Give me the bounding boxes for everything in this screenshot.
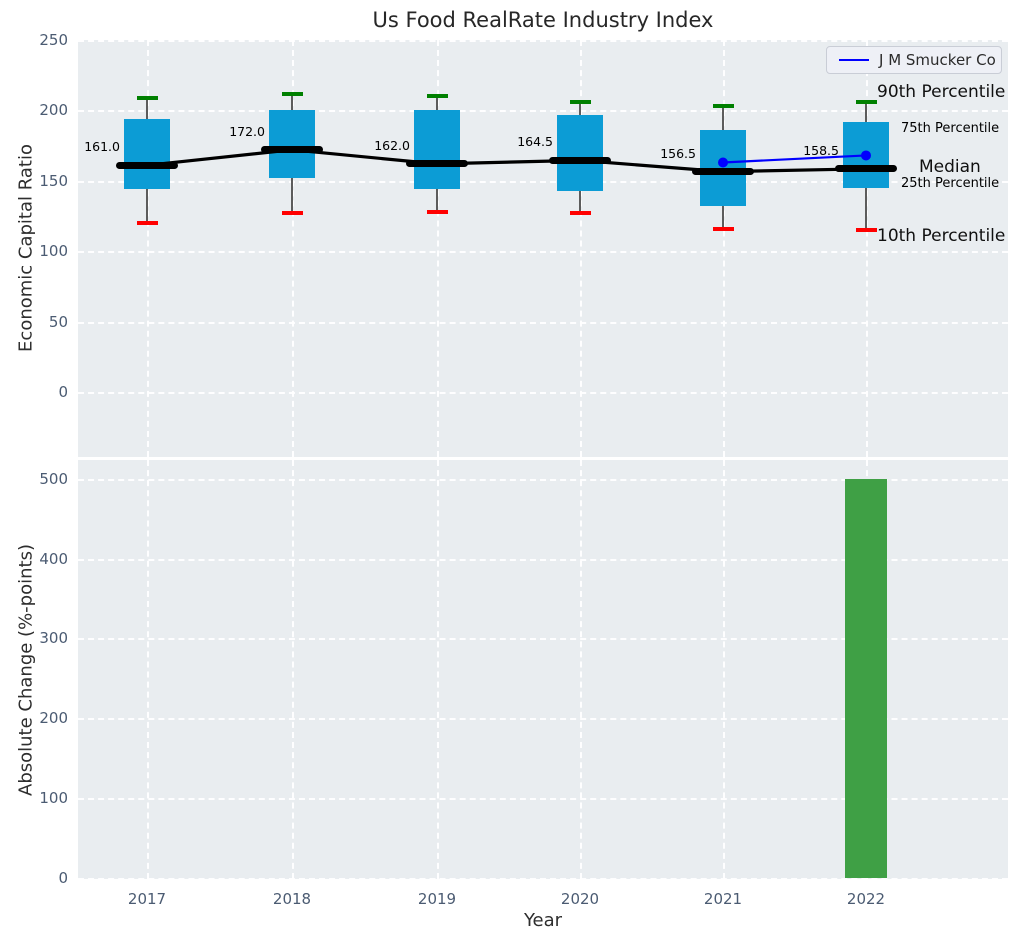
x-tick-label: 2017 bbox=[127, 890, 167, 908]
y-tick-label: 100 bbox=[39, 242, 68, 261]
gridline-vertical bbox=[723, 460, 725, 879]
gridline-horizontal bbox=[78, 878, 1008, 879]
y-tick-label: 400 bbox=[39, 549, 68, 568]
gridline-vertical bbox=[580, 460, 582, 879]
x-tick-label: 2021 bbox=[703, 890, 743, 908]
whisker-cap-90th bbox=[569, 99, 591, 104]
whisker-cap-90th bbox=[136, 95, 158, 100]
y-tick-label: 300 bbox=[39, 629, 68, 648]
annotation-10th-percentile: 10th Percentile bbox=[877, 226, 1006, 246]
median-value-label: 156.5 bbox=[660, 145, 696, 161]
median-bar-2022 bbox=[835, 165, 897, 173]
whisker-cap-90th bbox=[426, 94, 448, 99]
box-2020 bbox=[557, 114, 603, 191]
whisker-cap-90th bbox=[712, 104, 734, 109]
gridline-horizontal bbox=[78, 718, 1008, 721]
change-bar-2022 bbox=[845, 479, 887, 878]
annotation-75th-percentile: 75th Percentile bbox=[901, 121, 1000, 136]
x-axis-label: Year bbox=[523, 910, 563, 931]
whisker-cap-10th bbox=[855, 228, 877, 233]
gridline-horizontal bbox=[78, 251, 1008, 254]
gridline-horizontal bbox=[78, 478, 1008, 481]
box-2017 bbox=[124, 118, 170, 190]
whisker-cap-10th bbox=[426, 209, 448, 214]
median-bar-2020 bbox=[549, 156, 611, 164]
median-value-label: 162.0 bbox=[374, 137, 410, 153]
median-bar-2017 bbox=[116, 161, 178, 169]
gridline-horizontal bbox=[78, 110, 1008, 113]
legend-line-swatch bbox=[839, 59, 869, 61]
y-tick-label: 150 bbox=[39, 171, 68, 190]
whisker-cap-10th bbox=[281, 211, 303, 216]
annotation-90th-percentile: 90th Percentile bbox=[877, 82, 1006, 102]
y-tick-label: 0 bbox=[58, 383, 68, 401]
median-bar-2018 bbox=[261, 146, 323, 154]
gridline-horizontal bbox=[78, 180, 1008, 183]
y-tick-label: 200 bbox=[39, 101, 68, 120]
gridline-vertical bbox=[723, 40, 725, 457]
x-tick-label: 2018 bbox=[272, 890, 312, 908]
x-tick-label: 2020 bbox=[560, 890, 600, 908]
box-2022 bbox=[843, 121, 889, 188]
gridline-horizontal bbox=[78, 392, 1008, 394]
y-axis-label-bottom: Absolute Change (%-points) bbox=[15, 544, 37, 796]
gridline-vertical bbox=[866, 40, 868, 457]
whisker-cap-10th bbox=[569, 211, 591, 216]
y-tick-label: 250 bbox=[39, 31, 68, 49]
whisker-cap-90th bbox=[281, 91, 303, 96]
gridline-vertical bbox=[147, 460, 149, 879]
top-axes: 161.0 172.0 162.0 164.5 156.5 158.5 bbox=[78, 40, 1008, 457]
gridline-vertical bbox=[437, 40, 439, 457]
x-tick-label: 2022 bbox=[846, 890, 886, 908]
median-value-label: 158.5 bbox=[803, 142, 839, 158]
median-value-label: 164.5 bbox=[517, 134, 553, 150]
median-connector-line bbox=[146, 148, 867, 174]
gridline-vertical bbox=[292, 40, 294, 457]
gridline-horizontal bbox=[78, 798, 1008, 801]
bottom-axes bbox=[78, 460, 1008, 879]
gridline-horizontal bbox=[78, 638, 1008, 641]
annotation-25th-percentile: 25th Percentile bbox=[901, 176, 1000, 191]
whisker-cap-90th bbox=[855, 99, 877, 104]
x-tick-label: 2019 bbox=[417, 890, 457, 908]
whisker-cap-10th bbox=[712, 226, 734, 231]
gridline-vertical bbox=[580, 40, 582, 457]
whisker-cap-10th bbox=[136, 221, 158, 226]
median-bar-2019 bbox=[406, 160, 468, 168]
median-value-label: 172.0 bbox=[229, 123, 265, 139]
legend-label: J M Smucker Co bbox=[879, 51, 996, 69]
gridline-vertical bbox=[437, 460, 439, 879]
box-2018 bbox=[269, 110, 315, 178]
chart-title: Us Food RealRate Industry Index bbox=[372, 8, 714, 32]
gridline-horizontal bbox=[78, 558, 1008, 561]
annotation-median: Median bbox=[919, 157, 981, 177]
legend: J M Smucker Co bbox=[826, 46, 1002, 74]
median-value-label: 161.0 bbox=[84, 139, 120, 155]
box-2019 bbox=[414, 110, 460, 190]
y-tick-label: 100 bbox=[39, 789, 68, 808]
gridline-vertical bbox=[292, 460, 294, 879]
y-tick-label: 500 bbox=[39, 469, 68, 488]
gridline-horizontal bbox=[78, 321, 1008, 324]
y-tick-label: 0 bbox=[58, 869, 68, 887]
gridline-vertical bbox=[147, 40, 149, 457]
y-tick-label: 200 bbox=[39, 709, 68, 728]
median-bar-2021 bbox=[692, 168, 754, 176]
gridline-horizontal bbox=[78, 40, 1008, 42]
y-tick-label: 50 bbox=[48, 312, 68, 331]
